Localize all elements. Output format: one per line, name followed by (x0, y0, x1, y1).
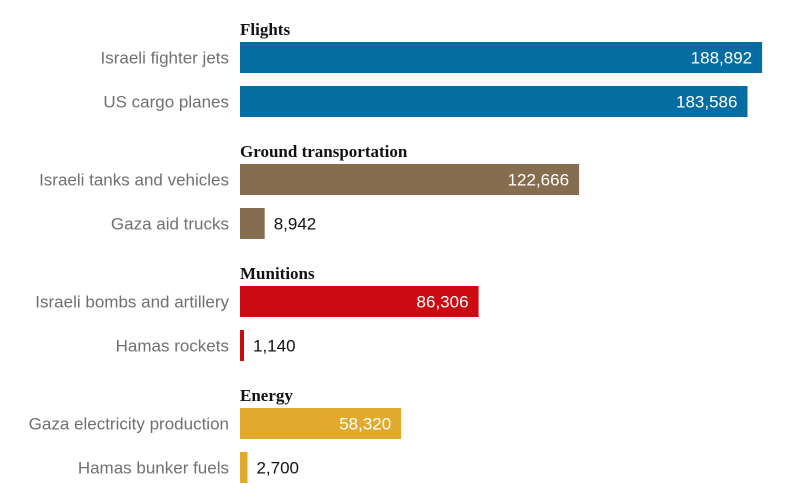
bar (240, 286, 479, 317)
bar (240, 408, 402, 439)
category-label: Gaza aid trucks (111, 215, 229, 234)
value-label: 183,586 (676, 93, 737, 112)
value-label: 188,892 (691, 49, 752, 68)
group-munitions: Munitions Israeli bombs and artillery 86,3… (35, 264, 479, 361)
bar (240, 452, 248, 483)
value-label: 2,700 (256, 459, 299, 478)
bar (240, 208, 265, 239)
bar (240, 330, 244, 361)
bar (240, 42, 763, 73)
bar (240, 164, 580, 195)
group-title: Munitions (240, 264, 315, 283)
group-title: Ground transportation (240, 142, 408, 161)
category-label: Hamas bunker fuels (78, 459, 229, 478)
bar (240, 86, 748, 117)
group-flights: Flights Israeli fighter jets 188,892 US car… (101, 20, 763, 117)
category-label: Israeli bombs and artillery (35, 293, 229, 312)
value-label: 8,942 (274, 215, 317, 234)
category-label: Israeli tanks and vehicles (39, 171, 229, 190)
group-title: Energy (240, 386, 293, 405)
category-label: Gaza electricity production (29, 415, 229, 434)
category-label: Israeli fighter jets (101, 49, 230, 68)
value-label: 1,140 (253, 337, 296, 356)
category-label: Hamas rockets (116, 337, 229, 356)
group-title: Flights (240, 20, 290, 39)
group-ground-transportation: Ground transportation Israeli tanks and v… (39, 142, 580, 239)
value-label: 86,306 (417, 293, 469, 312)
value-label: 122,666 (508, 171, 569, 190)
category-label: US cargo planes (103, 93, 229, 112)
group-energy: Energy Gaza electricity production 58,320 H… (29, 386, 402, 483)
value-label: 58,320 (339, 415, 391, 434)
